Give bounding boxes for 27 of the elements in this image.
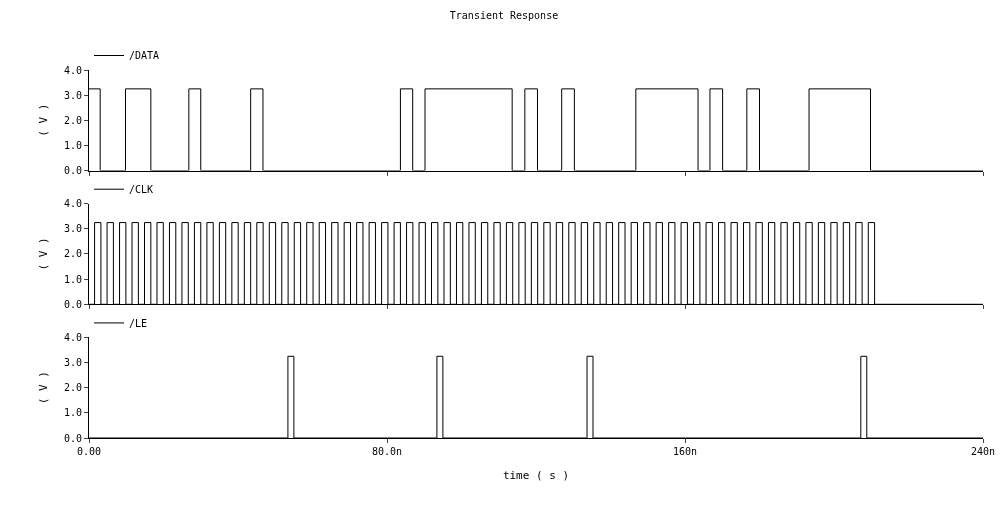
x-axis-title: time ( s ) (502, 469, 570, 483)
y-tick-label: 3.0 (63, 223, 82, 235)
y-tick-label: 2.0 (63, 114, 82, 126)
y-tick-label: 0.0 (63, 165, 82, 177)
y-tick-label: 4.0 (63, 198, 82, 210)
y-tick-label: 1.0 (63, 407, 82, 419)
y-tick-label: 0.0 (63, 298, 82, 310)
x-tick-label: 80.0n (371, 446, 403, 457)
y-tick-label: 4.0 (63, 331, 82, 343)
x-tick-label: 240n (970, 446, 996, 457)
y-axis-title: ( V ) (36, 371, 50, 405)
y-tick-label: 0.0 (63, 432, 82, 444)
chart-title: Transient Response (449, 10, 559, 21)
y-axis-title: ( V ) (36, 103, 50, 137)
y-axis-title: ( V ) (36, 237, 50, 271)
x-tick-label: 160n (672, 446, 698, 457)
y-tick-label: 1.0 (63, 273, 82, 285)
y-tick-label: 2.0 (63, 382, 82, 394)
y-tick-label: 2.0 (63, 248, 82, 260)
y-tick-label: 1.0 (63, 139, 82, 151)
legend-label: /LE (129, 317, 148, 329)
x-tick-label: 0.00 (76, 446, 102, 457)
legend-label: /CLK (129, 184, 154, 196)
y-tick-label: 3.0 (63, 357, 82, 369)
legend-label: /DATA (129, 50, 160, 62)
y-tick-label: 4.0 (63, 64, 82, 76)
y-tick-label: 3.0 (63, 89, 82, 101)
